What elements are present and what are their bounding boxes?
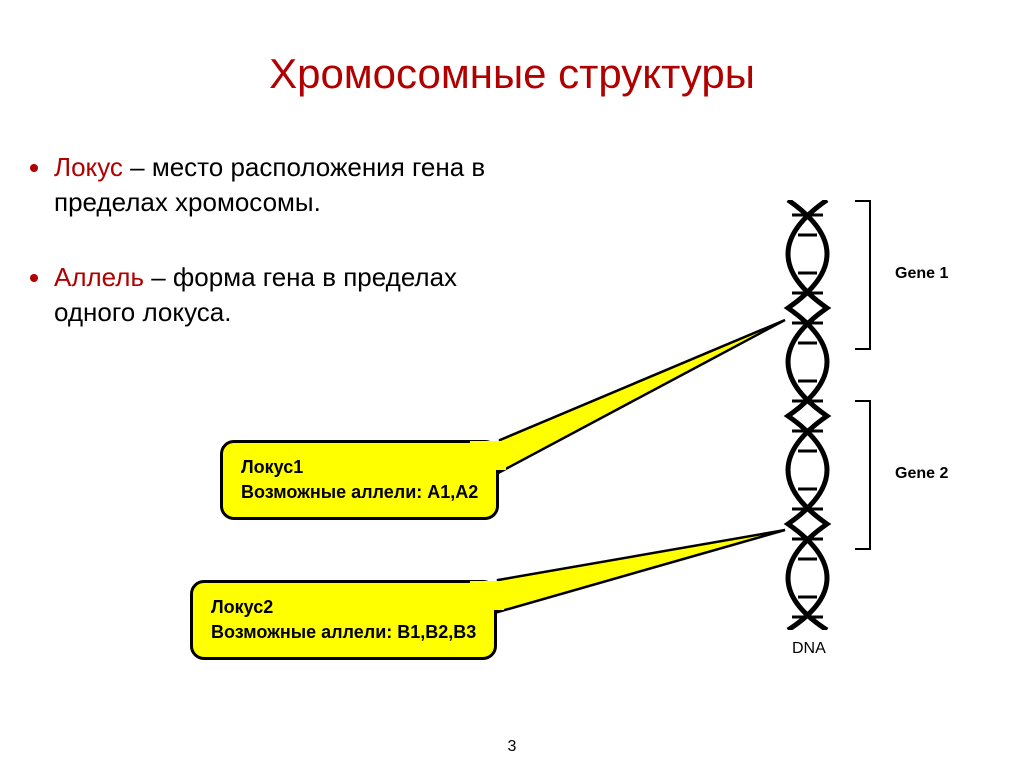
slide-title: Хромосомные структуры [0,0,1024,98]
page-number: 3 [508,738,517,756]
bullet-text: Аллель – форма гена в пределах одного ло… [54,260,510,330]
callout-locus1: Локус1 Возможные аллели: A1,A2 [220,440,499,520]
gene1-label: Gene 1 [895,265,948,283]
term-allele: Аллель [54,262,144,292]
callout-locus1-line1: Локус1 [241,455,478,480]
bullet-text: Локус – место расположения гена в предел… [54,150,510,220]
bullet-dot-icon [30,274,38,282]
gene2-bracket [855,400,871,550]
callout-locus2-line1: Локус2 [211,595,476,620]
bullet-item: Локус – место расположения гена в предел… [30,150,510,220]
callout-locus2-line2: Возможные аллели: B1,B2,B3 [211,620,476,645]
bullet-item: Аллель – форма гена в пределах одного ло… [30,260,510,330]
dna-label: DNA [792,640,826,658]
callout2-pointer [0,0,1024,768]
term-locus: Локус [54,152,123,182]
bullets-list: Локус – место расположения гена в предел… [30,150,510,370]
callout-locus1-line2: Возможные аллели: A1,A2 [241,480,478,505]
gene2-label: Gene 2 [895,465,948,483]
callout-locus2: Локус2 Возможные аллели: B1,B2,B3 [190,580,497,660]
dna-helix-diagram [780,200,835,630]
gene1-bracket [855,200,871,350]
callout1-pointer [0,0,1024,768]
bullet-dot-icon [30,164,38,172]
